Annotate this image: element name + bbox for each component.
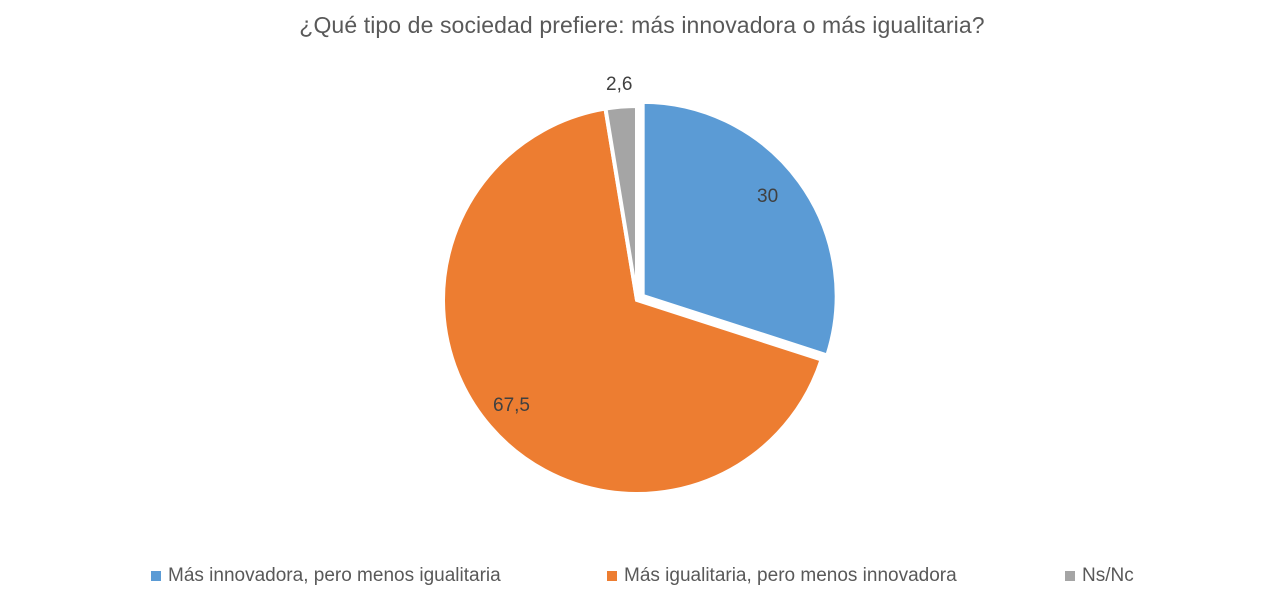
data-label-innovadora: 30 [757, 186, 779, 207]
legend-label: Ns/Nc [1082, 565, 1134, 586]
chart-title: ¿Qué tipo de sociedad prefiere: más inno… [299, 12, 985, 38]
pie-slice-nsnc [603, 103, 639, 301]
pie-slice-igualitaria [441, 106, 825, 496]
legend-label: Más innovadora, pero menos igualitaria [168, 565, 501, 586]
legend-swatch-orange-icon [607, 571, 617, 581]
legend-item-innovadora: Más innovadora, pero menos igualitaria [151, 565, 501, 587]
legend-swatch-blue-icon [151, 571, 161, 581]
pie-slice-innovadora [640, 99, 839, 359]
legend-item-igualitaria: Más igualitaria, pero menos innovadora [607, 565, 957, 587]
legend-label: Más igualitaria, pero menos innovadora [624, 565, 957, 586]
data-label-nsnc: 2,6 [606, 74, 633, 95]
legend-swatch-gray-icon [1065, 571, 1075, 581]
data-label-igualitaria: 67,5 [493, 395, 530, 416]
legend-item-nsnc: Ns/Nc [1065, 565, 1134, 587]
chart-legend: Más innovadora, pero menos igualitaria M… [0, 565, 1284, 591]
